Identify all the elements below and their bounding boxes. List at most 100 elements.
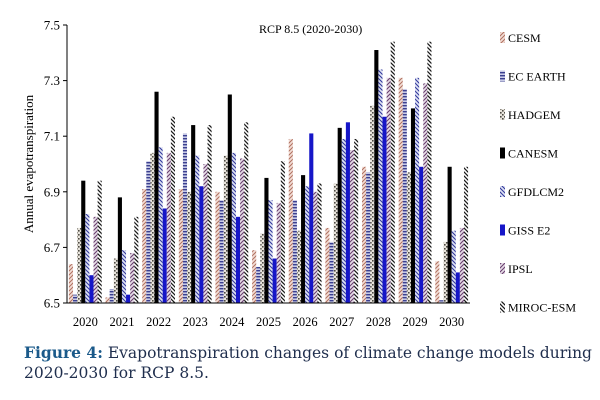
bar-cesm-2028 (362, 166, 367, 303)
bar-ecearth-2020 (73, 294, 78, 303)
bar-hadgem-2020 (77, 227, 82, 303)
bar-canesm-2022 (154, 91, 159, 303)
bar-gisse2-2030 (455, 272, 460, 303)
legend-swatch-cesm (500, 32, 505, 43)
bar-gisse2-2026 (309, 133, 314, 303)
bar-cesm-2030 (435, 261, 440, 303)
legend-label-cesm: CESM (508, 31, 541, 45)
caption-text: Evapotranspiration changes of climate ch… (24, 344, 592, 382)
bar-ipsl-2027 (349, 150, 355, 303)
bar-ecearth-2030 (439, 300, 444, 303)
bar-chart: RCP 8.5 (2020-2030) Annual evapotranspir… (21, 18, 576, 330)
legend-swatch-gisse2 (500, 224, 505, 236)
legend-label-ipsl: IPSL (508, 262, 533, 276)
bar-hadgem-2027 (333, 183, 338, 303)
bar-gisse2-2027 (345, 122, 350, 303)
bar-hadgem-2023 (187, 191, 192, 303)
bar-miroc-2026 (317, 183, 322, 303)
bar-gfdlcm2-2021 (121, 250, 127, 303)
legend: CESM EC EARTH HADGEM CANESM GFDLCM2 GISS E2 IP… (500, 31, 576, 315)
x-tick-label: 2027 (329, 315, 354, 329)
caption-label: Figure 4: (24, 343, 103, 362)
bar-miroc-2028 (390, 41, 395, 304)
bar-cesm-2026 (288, 138, 293, 303)
bar-ipsl-2020 (93, 216, 98, 303)
bar-gisse2-2020 (89, 275, 94, 303)
bar-ecearth-2026 (292, 200, 297, 303)
bar-ipsl-2022 (166, 152, 171, 303)
bar-hadgem-2028 (370, 105, 375, 304)
x-tick-label: 2022 (146, 315, 171, 329)
bar-canesm-2023 (191, 125, 196, 303)
bar-cesm-2022 (142, 189, 147, 303)
bar-ipsl-2024 (240, 158, 245, 303)
y-tick-label: 7.5 (44, 18, 60, 33)
bar-miroc-2020 (97, 180, 102, 303)
bar-miroc-2023 (207, 125, 212, 303)
y-tick-label: 6.9 (44, 184, 60, 199)
bar-canesm-2030 (447, 166, 452, 303)
bar-canesm-2025 (264, 177, 269, 303)
legend-swatch-hadgem (500, 109, 505, 120)
bar-series-group (68, 41, 469, 304)
bar-cesm-2024 (215, 191, 220, 303)
bar-cesm-2027 (325, 227, 330, 303)
bar-ecearth-2029 (402, 88, 407, 303)
bar-ipsl-2026 (313, 191, 318, 303)
bar-hadgem-2024 (223, 155, 228, 303)
bar-cesm-2020 (68, 264, 74, 303)
bar-miroc-2025 (280, 161, 285, 303)
bar-gisse2-2028 (382, 116, 387, 304)
bar-ecearth-2021 (109, 289, 114, 303)
bar-ipsl-2023 (203, 164, 208, 303)
bar-cesm-2023 (178, 189, 183, 303)
legend-label-gisse2: GISS E2 (508, 224, 550, 238)
bar-cesm-2029 (398, 77, 403, 303)
legend-label-hadgem: HADGEM (508, 108, 561, 122)
x-tick-label: 2026 (293, 315, 318, 329)
bar-hadgem-2022 (150, 152, 155, 303)
x-axis-ticks: 2020 2021 2022 2023 2024 2025 2026 2027 2028 2029… (73, 315, 464, 329)
bar-gfdlcm2-2030 (451, 230, 456, 303)
x-tick-label: 2030 (439, 315, 464, 329)
bar-gisse2-2021 (126, 294, 131, 303)
bar-ipsl-2028 (386, 77, 391, 303)
bar-canesm-2028 (374, 50, 379, 303)
bar-canesm-2021 (117, 197, 122, 303)
chart-area: RCP 8.5 (2020-2030) Annual evapotranspir… (21, 18, 576, 330)
legend-label-ecearth: EC EARTH (508, 70, 566, 84)
x-tick-label: 2025 (256, 315, 281, 329)
bar-canesm-2020 (81, 180, 86, 303)
bar-cesm-2025 (252, 250, 257, 303)
y-axis-label: Annual evapotranspiration (21, 94, 36, 233)
bar-gfdlcm2-2023 (195, 155, 200, 303)
bar-gfdlcm2-2020 (85, 214, 90, 303)
bar-hadgem-2030 (443, 241, 448, 303)
y-tick-label: 7.1 (44, 129, 60, 144)
bar-gfdlcm2-2026 (305, 186, 310, 303)
bar-ecearth-2027 (329, 241, 334, 303)
bar-ipsl-2029 (423, 83, 428, 303)
bar-hadgem-2021 (113, 258, 118, 303)
x-tick-label: 2029 (403, 315, 428, 329)
y-tick-label: 6.5 (44, 296, 60, 311)
y-axis-ticks: 7.5 7.3 7.1 6.9 6.7 6.5 (44, 18, 67, 311)
bar-miroc-2021 (134, 216, 139, 303)
bar-hadgem-2026 (296, 230, 302, 303)
legend-label-miroc: MIROC-ESM (508, 301, 576, 315)
bar-ecearth-2024 (219, 200, 224, 303)
bar-gfdlcm2-2025 (268, 200, 273, 303)
x-tick-label: 2028 (366, 315, 391, 329)
bar-ecearth-2028 (366, 172, 371, 303)
bar-ipsl-2030 (459, 227, 464, 303)
bar-gisse2-2025 (272, 258, 277, 303)
bar-miroc-2027 (354, 138, 359, 303)
bar-gisse2-2029 (419, 166, 424, 303)
legend-label-canesm: CANESM (508, 147, 558, 161)
bar-gfdlcm2-2028 (378, 69, 383, 303)
bar-miroc-2029 (427, 41, 432, 304)
legend-swatch-canesm (500, 147, 505, 159)
bar-gfdlcm2-2022 (158, 147, 163, 303)
y-tick-label: 6.7 (44, 240, 61, 255)
chart-title: RCP 8.5 (2020-2030) (259, 22, 362, 36)
